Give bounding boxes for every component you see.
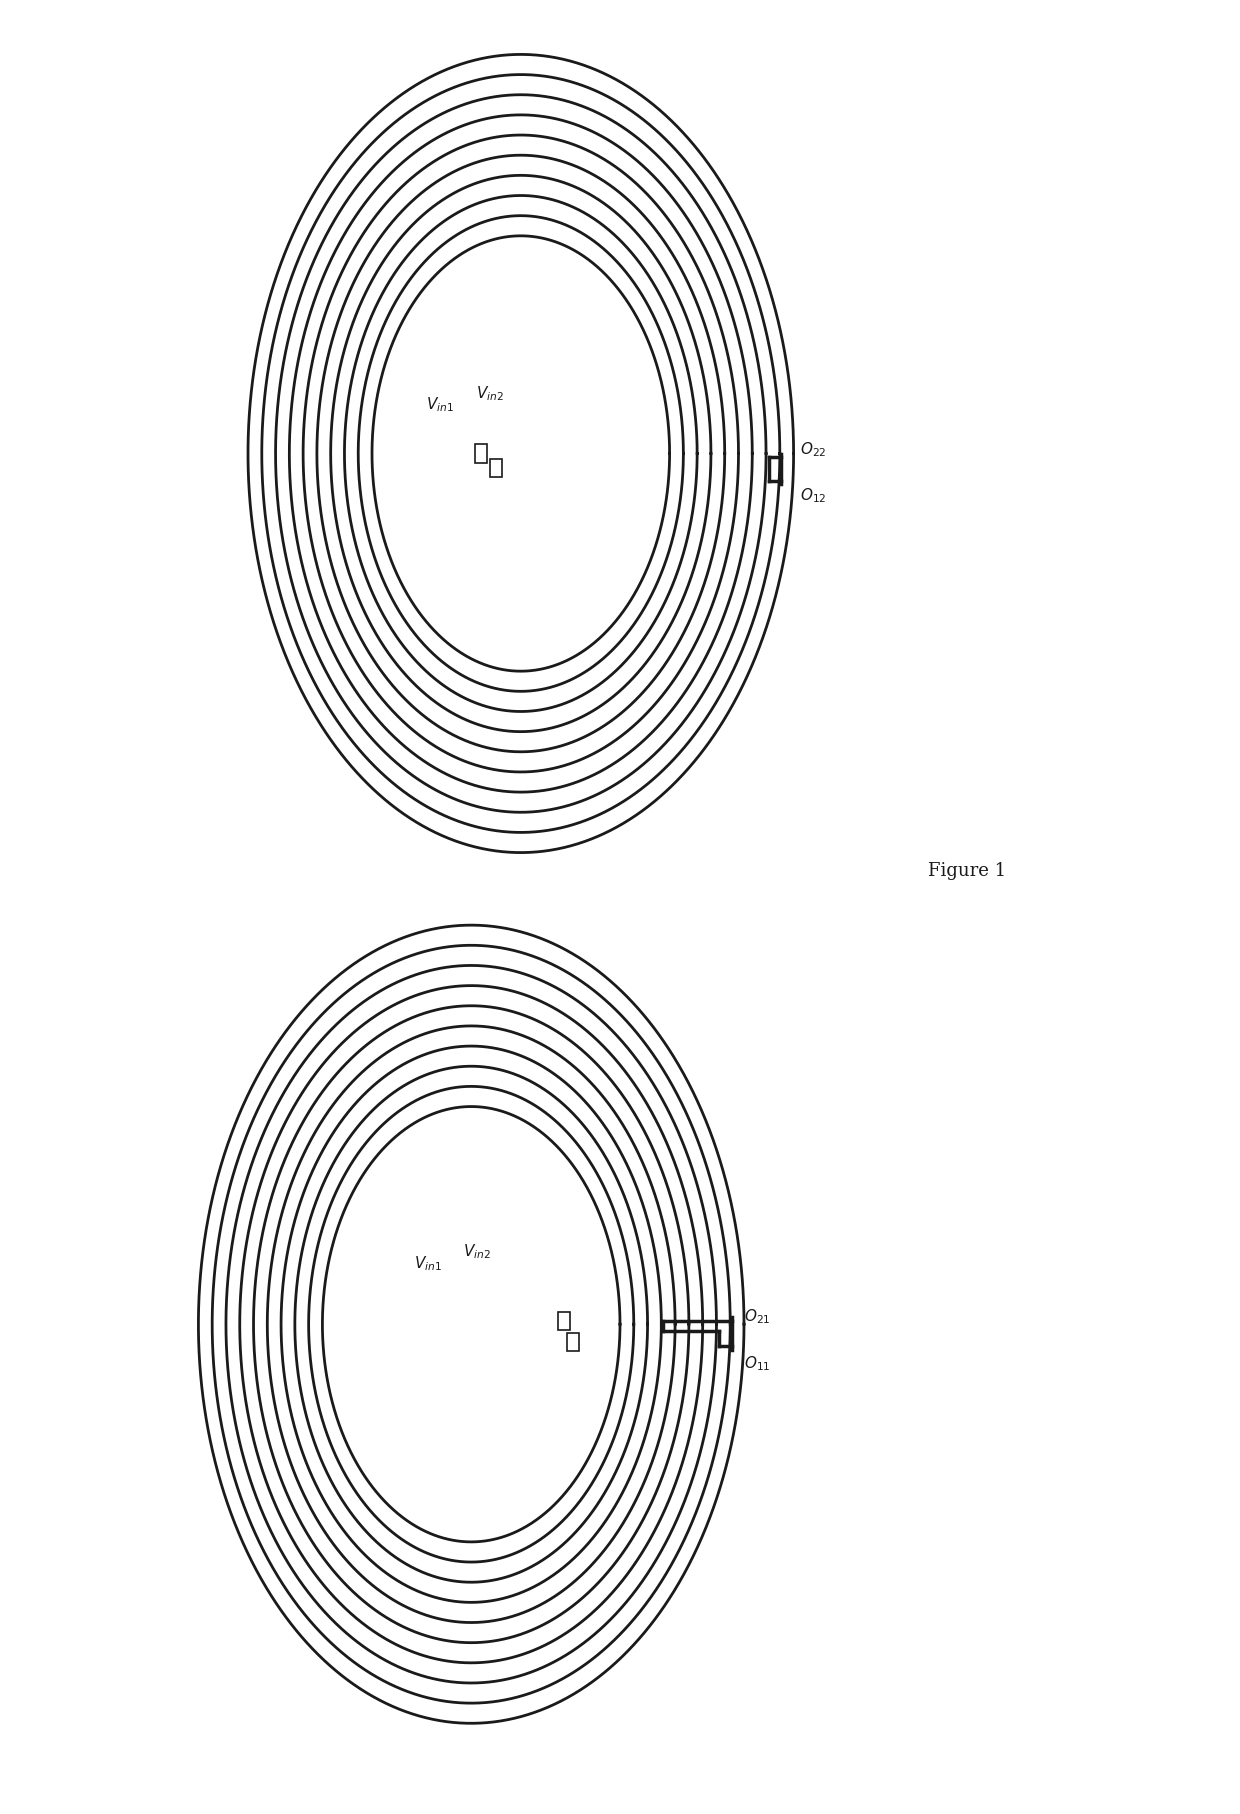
Bar [558,1312,570,1330]
Text: $V_{in2}$: $V_{in2}$ [476,385,503,403]
Text: Figure 1: Figure 1 [928,862,1007,880]
Text: $V_{in2}$: $V_{in2}$ [464,1243,491,1261]
Bar [490,459,502,477]
Text: $O_{11}$: $O_{11}$ [744,1355,770,1373]
Text: $O_{22}$: $O_{22}$ [800,441,826,459]
Bar [567,1333,579,1351]
Text: $V_{in1}$: $V_{in1}$ [414,1255,441,1273]
Text: $V_{in1}$: $V_{in1}$ [427,395,454,414]
Text: $O_{21}$: $O_{21}$ [744,1308,770,1326]
Bar [475,444,487,463]
Text: $O_{12}$: $O_{12}$ [800,486,826,504]
